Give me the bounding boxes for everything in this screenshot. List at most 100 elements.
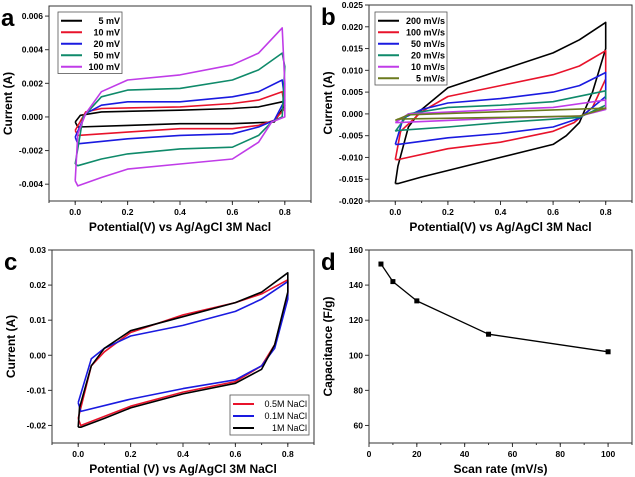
y-tick-label: 80 — [354, 385, 364, 395]
y-tick-label: 0.03 — [29, 245, 46, 255]
x-tick-label: 100 — [601, 449, 615, 459]
y-tick-label: 120 — [349, 315, 363, 325]
x-tick-label: 0.8 — [282, 449, 294, 459]
x-tick-label: 0.4 — [495, 207, 507, 217]
legend-box — [374, 11, 448, 86]
x-axis-label: Potential (V) vs Ag/AgCl 3M NaCl — [89, 462, 277, 476]
panel-label: d — [321, 249, 336, 276]
y-tick-label: 0.000 — [342, 109, 364, 119]
panel-label: c — [4, 249, 17, 276]
y-tick-label: 160 — [349, 245, 363, 255]
x-tick-label: 0.6 — [547, 207, 559, 217]
y-tick-label: 0.005 — [342, 87, 364, 97]
y-tick-label: 0.025 — [342, 0, 364, 10]
panel-d: 0 20 40 60 80 100 60 80 100 120 140 160 Scan rate (m… — [321, 245, 633, 476]
legend: 0.5M NaCl 0.1M NaCl 1M NaCl — [229, 394, 310, 436]
y-tick-label: -0.005 — [339, 131, 363, 141]
legend-label: 5 mV/s — [416, 73, 445, 83]
series-50-mv-s — [394, 71, 607, 146]
x-tick-label: 60 — [508, 449, 518, 459]
y-axis-label: Current (A) — [4, 315, 18, 378]
y-tick-label: 0.004 — [22, 45, 44, 55]
x-tick-label: 0.4 — [177, 449, 189, 459]
legend-label: 0.1M NaCl — [264, 411, 307, 421]
legend-label: 100 mV/s — [406, 27, 445, 37]
panel-b: 0.0 0.2 0.4 0.6 0.8 -0.020 -0.015 -0.010 -0.005 0… — [321, 0, 633, 234]
series-line — [380, 263, 609, 353]
x-tick-label: 0.2 — [122, 207, 134, 217]
x-tick-label: 0.6 — [229, 449, 241, 459]
y-tick-label: 0.00 — [29, 350, 46, 360]
x-tick-label: 0.8 — [279, 207, 291, 217]
y-axis-label: Current (A) — [1, 72, 15, 135]
series-5-mv-s — [394, 107, 607, 122]
y-tick-label: -0.01 — [27, 385, 47, 395]
y-tick-label: 60 — [354, 420, 364, 430]
legend-box — [57, 11, 123, 74]
y-tick-label: -0.002 — [19, 146, 43, 156]
series-5-mv — [74, 101, 286, 128]
series-1m-nacl — [77, 272, 289, 428]
y-tick-label: 0.006 — [22, 11, 44, 21]
y-tick-label: 0.020 — [342, 22, 364, 32]
legend-label: 10 mV/s — [411, 62, 445, 72]
x-tick-label: 0.0 — [72, 449, 84, 459]
y-tick-label: 0.002 — [22, 78, 44, 88]
x-tick-label: 0.4 — [174, 207, 186, 217]
x-tick-label: 0.0 — [69, 207, 81, 217]
y-tick-label: -0.015 — [339, 174, 363, 184]
legend-label: 0.5M NaCl — [264, 399, 307, 409]
x-tick-label: 0.6 — [226, 207, 238, 217]
legend-label: 20 mV/s — [411, 50, 445, 60]
legend-label: 100 mV — [88, 62, 120, 72]
x-tick-label: 0.8 — [600, 207, 612, 217]
data-point — [605, 349, 611, 355]
x-tick-label: 0.2 — [442, 207, 454, 217]
data-point — [378, 261, 384, 267]
panel-a: 0.0 0.2 0.4 0.6 0.8 -0.004 -0.002 0.000 0.002 0.0… — [1, 5, 312, 234]
y-tick-label: 100 — [349, 350, 363, 360]
x-tick-label: 0.0 — [389, 207, 401, 217]
legend-label: 20 mV — [93, 39, 120, 49]
data-point — [390, 279, 396, 285]
x-axis-label: Potential(V) vs Ag/AgCl 3M Nacl — [89, 220, 271, 234]
series-50-mv — [74, 52, 286, 167]
legend-label: 50 mV — [93, 50, 120, 60]
x-tick-label: 0.2 — [125, 449, 137, 459]
y-axis-label: Current (A) — [321, 71, 335, 134]
series-10-mv-s — [394, 99, 607, 124]
legend-label: 10 mV — [93, 27, 120, 37]
legend-label: 5 mV — [98, 16, 120, 26]
legend-label: 50 mV/s — [411, 39, 445, 49]
x-tick-label: 80 — [556, 449, 566, 459]
y-tick-label: 0.015 — [342, 44, 364, 54]
y-tick-label: -0.004 — [19, 179, 43, 189]
x-tick-label: 0 — [367, 449, 372, 459]
y-tick-label: 0.01 — [29, 315, 46, 325]
y-tick-label: 140 — [349, 280, 363, 290]
y-tick-label: -0.020 — [339, 196, 363, 206]
series-100-mv — [74, 27, 286, 187]
y-tick-label: -0.02 — [27, 420, 47, 430]
y-tick-label: -0.010 — [339, 152, 363, 162]
x-axis-label: Scan rate (mV/s) — [453, 462, 547, 476]
x-tick-label: 20 — [412, 449, 422, 459]
panel-label: b — [321, 4, 336, 31]
y-tick-label: 0.000 — [22, 112, 44, 122]
axes-frame — [368, 249, 633, 444]
y-tick-label: 0.02 — [29, 280, 46, 290]
legend-label: 200 mV/s — [406, 16, 445, 26]
x-axis-label: Potential(V) vs Ag/AgCl 3M Nacl — [409, 220, 591, 234]
series-100-mv-s — [394, 49, 607, 161]
x-tick-label: 40 — [460, 449, 470, 459]
panel-c: 0.0 0.2 0.4 0.6 0.8 -0.02 -0.01 0.00 0.01 0.02 0.0… — [4, 245, 315, 476]
panel-label: a — [1, 5, 15, 32]
legend-label: 1M NaCl — [272, 423, 307, 433]
series-20-mv-s — [394, 90, 607, 133]
data-point — [486, 331, 492, 337]
y-tick-label: 0.010 — [342, 65, 364, 75]
y-axis-label: Capacitance (F/g) — [321, 296, 335, 396]
